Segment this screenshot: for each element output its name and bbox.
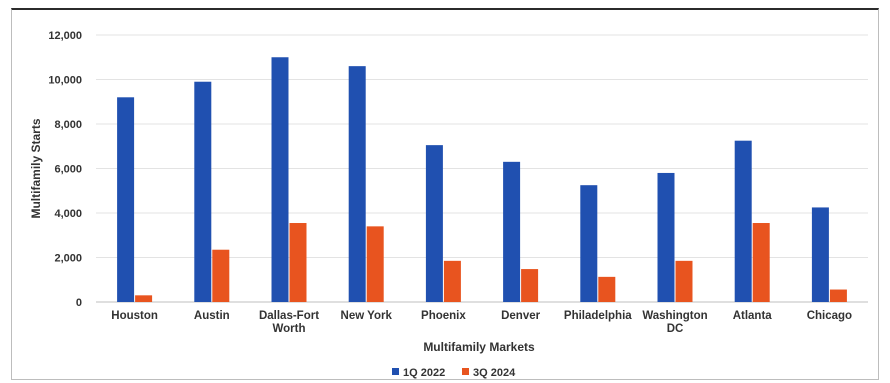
bar-3q-2024: [135, 295, 153, 302]
y-tick-label: 2,000: [54, 253, 82, 265]
x-category-label: Houston: [111, 310, 158, 322]
legend: 1Q 2022 3Q 2024: [392, 367, 516, 379]
legend-label: 1Q 2022: [403, 367, 445, 379]
bar-1q-2022: [194, 81, 212, 302]
x-category-label: Dallas-Fort Worth: [259, 310, 319, 335]
x-category-label: Chicago: [807, 310, 852, 322]
bar-1q-2022: [425, 145, 443, 302]
legend-swatch: [462, 368, 469, 375]
y-tick-label: 0: [76, 297, 82, 309]
x-category-label: Denver: [501, 310, 541, 322]
y-tick-label: 10,000: [48, 75, 82, 87]
x-category-label: Atlanta: [733, 310, 773, 322]
x-category-label: New York: [341, 310, 393, 322]
bar-1q-2022: [580, 185, 598, 302]
gridlines: [96, 34, 868, 258]
bar-3q-2024: [752, 223, 770, 302]
chart-frame: [11, 8, 879, 380]
x-axis-category-labels: Houston Austin Dallas-Fort Worth New York Pho…: [111, 310, 852, 335]
bar-3q-2024: [598, 276, 616, 302]
bars: [117, 57, 847, 303]
bar-1q-2022: [348, 66, 366, 303]
y-tick-label: 12,000: [48, 30, 82, 42]
y-tick-label: 4,000: [54, 208, 82, 220]
bar-3q-2024: [675, 260, 693, 302]
x-axis-title: Multifamily Markets: [423, 340, 535, 354]
bar-1q-2022: [811, 207, 829, 302]
bar-3q-2024: [366, 226, 384, 302]
bar-1q-2022: [503, 161, 521, 302]
legend-swatch: [392, 368, 399, 375]
x-category-label: Washington DC: [642, 310, 707, 335]
x-category-label: Philadelphia: [564, 310, 632, 322]
bar-1q-2022: [271, 57, 289, 302]
y-axis-title: Multifamily Starts: [29, 118, 43, 218]
bar-1q-2022: [657, 172, 675, 302]
bar-3q-2024: [443, 260, 461, 302]
legend-label: 3Q 2024: [473, 367, 516, 379]
y-tick-label: 6,000: [54, 164, 82, 176]
x-category-label: Phoenix: [421, 310, 466, 322]
bar-3q-2024: [289, 223, 307, 302]
bar-3q-2024: [212, 249, 230, 302]
y-tick-label: 8,000: [54, 119, 82, 131]
bar-3q-2024: [829, 289, 847, 302]
bar-1q-2022: [734, 140, 752, 302]
bar-1q-2022: [117, 97, 135, 302]
x-category-label: Austin: [194, 310, 230, 322]
y-axis-tick-labels: 0 2,000 4,000 6,000 8,000 10,000 12,000: [48, 30, 82, 309]
bar-3q-2024: [521, 269, 539, 302]
